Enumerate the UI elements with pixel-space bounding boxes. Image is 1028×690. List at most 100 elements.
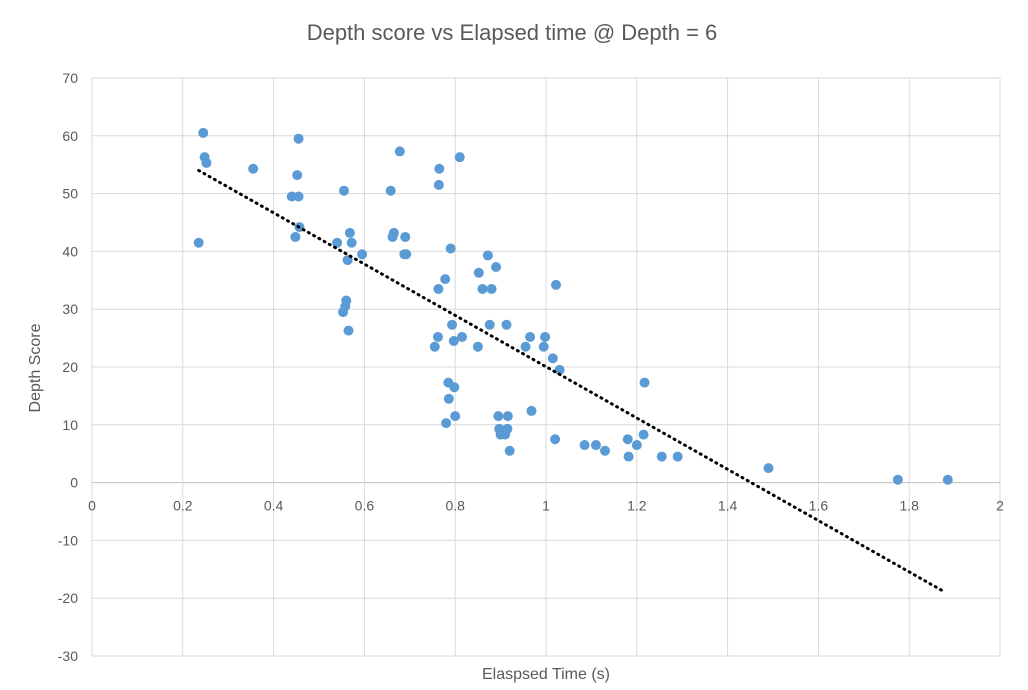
y-tick-label: 20 [62,359,78,375]
data-point [457,331,468,342]
data-point [400,231,411,242]
x-tick-label: 0 [88,498,96,514]
data-point [491,262,502,273]
x-tick-label: 1.6 [809,498,829,514]
data-point [547,353,558,364]
y-axis-label: Depth Score [27,323,44,412]
data-point [432,331,443,342]
data-point [293,133,304,144]
data-point [454,152,465,163]
data-point [338,185,349,196]
data-point [441,418,452,429]
x-tick-labels: 0 0.2 0.4 0.6 0.8 1 1.2 1.4 1.6 1.8 2 [88,498,1004,514]
y-tick-labels: -30 -20 -10 0 10 20 30 40 50 60 70 [58,70,78,664]
data-point [554,364,565,375]
data-point [429,341,440,352]
data-point [579,440,590,451]
data-point [502,411,513,422]
data-point [293,191,304,202]
data-point [434,163,445,174]
data-point [763,463,774,474]
data-point [502,423,513,434]
data-point [292,170,303,181]
data-point [401,249,412,260]
data-point [193,237,204,248]
data-point [248,163,259,174]
x-tick-label: 1 [542,498,550,514]
x-tick-label: 1.2 [627,498,647,514]
y-tick-label: -30 [58,648,78,664]
data-point [201,157,212,168]
y-tick-label: 70 [62,70,78,86]
data-point [540,331,551,342]
data-point [448,335,459,346]
data-point [443,393,454,404]
x-tick-label: 2 [996,498,1004,514]
data-point [346,237,357,248]
data-point [600,445,611,456]
data-point [341,295,352,306]
data-point [504,445,515,456]
data-point [639,377,650,388]
data-point [357,249,368,260]
y-tick-label: -20 [58,590,78,606]
data-point [493,411,504,422]
data-point [394,146,405,157]
y-tick-label: 10 [62,417,78,433]
data-point [520,341,531,352]
data-point [290,231,301,242]
data-point [550,279,561,290]
y-tick-label: 0 [70,475,78,491]
x-tick-label: 0.6 [355,498,375,514]
y-tick-label: 50 [62,186,78,202]
data-point [590,440,601,451]
y-tick-label: 40 [62,243,78,259]
data-point [892,474,903,485]
y-tick-label: 60 [62,128,78,144]
x-tick-label: 0.4 [264,498,284,514]
data-point [388,227,399,238]
data-point [198,127,209,138]
y-tick-label: -10 [58,532,78,548]
data-point [332,237,343,248]
data-point [433,283,444,294]
data-point [449,382,460,393]
data-point [672,451,683,462]
data-point [473,267,484,278]
trendline [197,168,948,594]
data-point [623,451,634,462]
data-point [482,250,493,261]
x-tick-label: 0.2 [173,498,193,514]
data-point [385,185,396,196]
data-point [343,325,354,336]
gridlines [91,77,1001,657]
data-point [501,319,512,330]
data-point [525,331,536,342]
data-point [344,227,355,238]
data-point [622,434,633,445]
data-point [486,283,497,294]
data-point [445,243,456,254]
data-point [484,319,495,330]
data-point [550,434,561,445]
data-point [472,341,483,352]
data-point [526,405,537,416]
data-point [450,411,461,422]
chart-title: Depth score vs Elapsed time @ Depth = 6 [307,20,718,45]
data-point [656,451,667,462]
y-tick-label: 30 [62,301,78,317]
x-tick-label: 0.8 [445,498,465,514]
data-point [447,319,458,330]
data-points [193,127,953,485]
x-tick-label: 1.8 [899,498,919,514]
data-point [477,283,488,294]
data-point [433,179,444,190]
data-point [538,341,549,352]
x-axis-label: Elaspsed Time (s) [482,666,610,683]
data-point [638,429,649,440]
data-point [440,274,451,285]
x-tick-label: 1.4 [718,498,738,514]
data-point [942,474,953,485]
data-point [631,440,642,451]
